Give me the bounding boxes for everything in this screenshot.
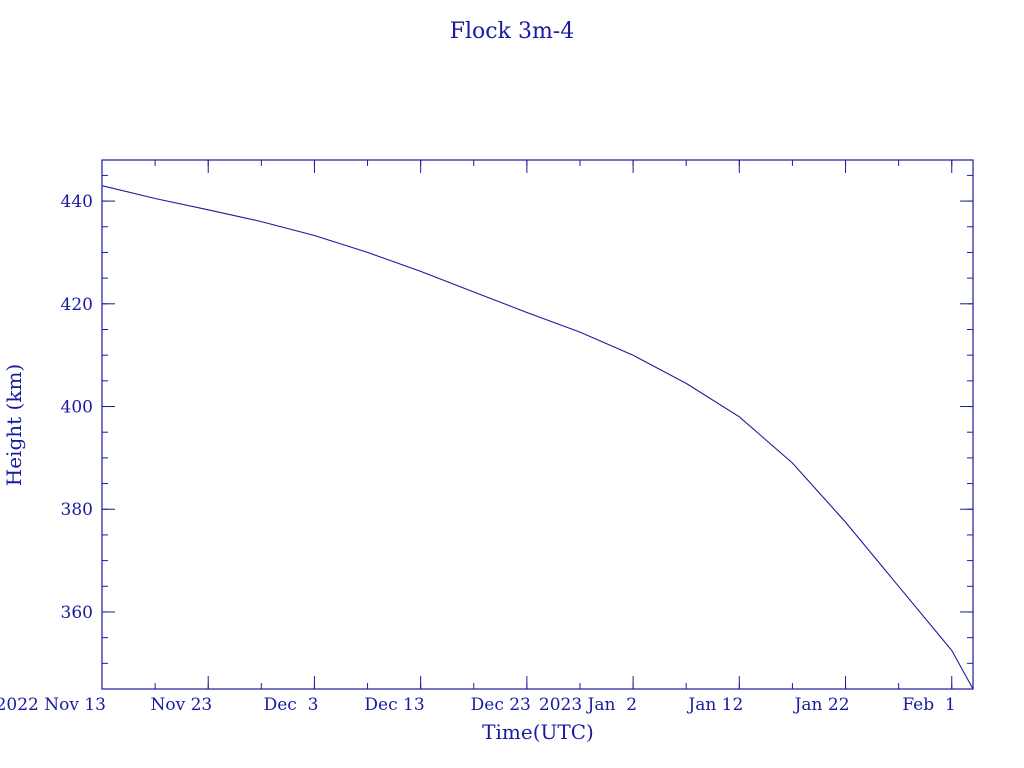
y-tick-label: 380 bbox=[61, 500, 93, 520]
axis-ticks bbox=[101, 160, 973, 690]
x-tick-label: Feb 1 bbox=[902, 695, 955, 715]
x-tick-label: Jan 22 bbox=[793, 695, 850, 715]
x-tick-label: 2022 Nov 13 bbox=[0, 695, 106, 715]
chart-title: Flock 3m-4 bbox=[450, 19, 574, 44]
x-tick-label: Dec 23 bbox=[471, 695, 531, 715]
x-tick-label: Jan 12 bbox=[686, 695, 743, 715]
plot-frame bbox=[101, 159, 974, 690]
series-line bbox=[101, 185, 974, 690]
x-tick-label: 2023 Jan 2 bbox=[539, 695, 637, 715]
y-tick-label: 400 bbox=[61, 398, 93, 418]
x-tick-label: Nov 23 bbox=[150, 695, 212, 715]
series-layer bbox=[101, 185, 974, 690]
y-axis-label: Height (km) bbox=[2, 364, 26, 486]
y-tick-label: 440 bbox=[61, 192, 93, 212]
x-tick-label: Dec 13 bbox=[364, 695, 424, 715]
axis-tick-labels: 360 380 400 420 440 2022 Nov 13 Nov 23 Dec 3 Dec… bbox=[0, 192, 956, 715]
x-axis-label: Time(UTC) bbox=[482, 720, 594, 744]
y-tick-label: 420 bbox=[61, 295, 93, 315]
x-tick-label: Dec 3 bbox=[264, 695, 319, 715]
y-tick-label: 360 bbox=[61, 603, 93, 623]
